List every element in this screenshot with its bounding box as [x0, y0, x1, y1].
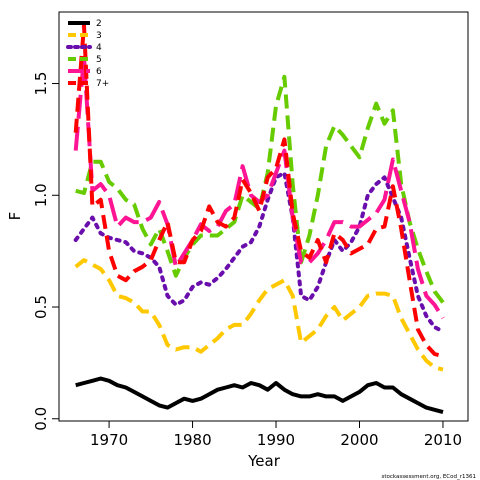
source-note: stockassessment.org, ECod_r1361	[381, 474, 476, 480]
series-line-3	[73, 170, 445, 334]
legend-label-6: 7+	[96, 79, 109, 89]
x-tick-label: 1980	[173, 431, 211, 449]
x-tick-label: 2000	[340, 431, 378, 449]
legend-label-5: 6	[96, 67, 102, 77]
series-line-1	[75, 376, 444, 415]
series-line-5	[73, 54, 445, 320]
x-tick-label: 1990	[257, 431, 295, 449]
legend-label-1: 2	[96, 19, 102, 29]
x-tick-label: 2010	[424, 431, 462, 449]
y-tick-label: 1.0	[32, 183, 50, 207]
series-line-6	[73, 23, 444, 359]
y-tick-label: 0.5	[32, 295, 50, 319]
legend-label-4: 5	[96, 55, 102, 65]
series-line-4	[75, 74, 445, 304]
series-line-2	[74, 258, 444, 372]
legend-label-3: 4	[96, 43, 102, 53]
y-tick-label: 1.5	[32, 72, 50, 96]
legend: 2 3 4 5 6 7+	[66, 19, 109, 89]
legend-label-2: 3	[96, 31, 102, 41]
series-layer	[73, 23, 445, 415]
y-axis: 0.0 0.5 1.0 1.5	[32, 72, 60, 431]
x-axis: 1970 1980 1990 2000 2010	[90, 420, 462, 449]
y-tick-label: 0.0	[32, 407, 50, 431]
x-axis-title: Year	[247, 452, 281, 470]
y-axis-title: F	[6, 212, 24, 221]
x-tick-label: 1970	[90, 431, 128, 449]
